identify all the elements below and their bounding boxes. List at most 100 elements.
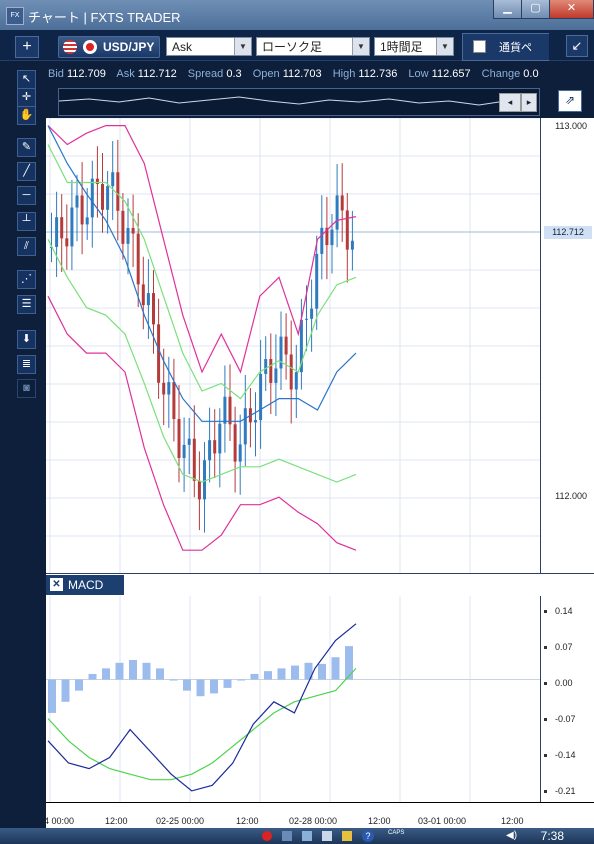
- maximize-button[interactable]: ▢: [521, 0, 550, 19]
- macd-tick-4: -0.07: [555, 714, 576, 724]
- close-icon[interactable]: ✕: [50, 578, 63, 591]
- overview-sparkline: [59, 96, 500, 106]
- macd-histogram-bar: [88, 673, 97, 680]
- vertical-line-icon[interactable]: ┴: [17, 212, 36, 231]
- record-icon[interactable]: [262, 831, 272, 841]
- price-tick-bottom: 112.000: [555, 491, 587, 501]
- candle-body: [157, 324, 161, 383]
- fan-icon[interactable]: ⋰: [17, 270, 36, 289]
- horizontal-line-icon[interactable]: ─: [17, 186, 36, 205]
- macd-histogram-bar: [169, 679, 178, 681]
- candle-body: [335, 195, 339, 230]
- overview-navigator[interactable]: ◂ ▸: [58, 88, 540, 116]
- candle-body: [274, 368, 278, 383]
- ask-label: Ask: [116, 68, 135, 80]
- us-flag-icon: [63, 40, 77, 54]
- candle-body: [85, 217, 89, 225]
- trendline-icon[interactable]: ╱: [17, 162, 36, 181]
- list-icon[interactable]: ≣: [17, 355, 36, 374]
- symbol-selector[interactable]: USD/JPY: [58, 36, 160, 58]
- time-tick: 03-01 00:00: [418, 816, 467, 826]
- candle-body: [345, 210, 349, 250]
- pointer-icon[interactable]: ↖: [17, 70, 36, 89]
- time-tick: 12:00: [368, 816, 391, 826]
- candle-body: [299, 319, 303, 373]
- candle-body: [192, 438, 196, 481]
- collapse-arrow-icon[interactable]: ↙: [566, 35, 588, 57]
- chart-style-dropdown[interactable]: ローソク足 ▼: [256, 37, 370, 56]
- macd-histogram-bar: [196, 679, 205, 697]
- overview-scroll-left-button[interactable]: ◂: [499, 93, 521, 112]
- price-type-dropdown[interactable]: Ask ▼: [166, 37, 252, 56]
- candle-body: [141, 284, 145, 306]
- tray-icon[interactable]: [342, 831, 352, 841]
- price-type-value: Ask: [172, 40, 193, 54]
- macd-line: [47, 623, 357, 792]
- macd-histogram-bar: [331, 657, 340, 680]
- macd-histogram-bar: [237, 679, 245, 681]
- candle-body: [315, 253, 319, 309]
- speaker-icon[interactable]: ◀): [506, 830, 518, 841]
- candle-body: [167, 382, 171, 395]
- change-value: 0.0: [523, 68, 539, 80]
- chart-style-value: ローソク足: [262, 40, 323, 54]
- macd-chart[interactable]: [46, 596, 540, 802]
- candle-body: [75, 195, 79, 208]
- camera-icon[interactable]: ◙: [17, 379, 36, 398]
- currency-strength-toggle[interactable]: 通貨ペ: [462, 33, 549, 61]
- time-tick: 02-25 00:00: [156, 816, 205, 826]
- candle-body: [284, 336, 288, 355]
- timeframe-dropdown[interactable]: 1時間足 ▼: [374, 37, 454, 56]
- window-titlebar: FX チャート | FXTS TRADER ▁ ▢ ✕: [0, 0, 594, 30]
- candle-body: [340, 195, 344, 211]
- crosshair-pointer-icon[interactable]: ✛: [17, 88, 36, 107]
- macd-tick-2: 0.07: [555, 642, 573, 652]
- drawing-toolbar: ↖ ✛ ✋ ✎ ╱ ─ ┴ ⫽ ⋰ ☰ ⬇ ≣ ◙: [0, 62, 48, 844]
- minimize-button[interactable]: ▁: [493, 0, 522, 19]
- checkbox[interactable]: [473, 40, 486, 53]
- candle-body: [254, 420, 257, 423]
- macd-histogram-bar: [318, 663, 326, 680]
- candle-body: [325, 227, 329, 246]
- tick-dot: [544, 718, 547, 721]
- pencil-icon[interactable]: ✎: [17, 138, 36, 157]
- tray-icon[interactable]: [302, 831, 312, 841]
- high-value: 112.736: [358, 68, 398, 80]
- overview-scroll-right-button[interactable]: ▸: [521, 93, 537, 112]
- tick-dot: [544, 682, 547, 685]
- clock: 7:38: [540, 829, 564, 843]
- auto-scroll-icon[interactable]: ⇗: [558, 90, 582, 112]
- ask-value: 112.712: [137, 68, 177, 80]
- macd-histogram-bar: [291, 665, 299, 680]
- channel-icon[interactable]: ⫽: [17, 237, 36, 256]
- moving-average-line: [47, 125, 357, 422]
- tray-icon[interactable]: [282, 831, 292, 841]
- tick-dot: [544, 754, 547, 757]
- hand-icon[interactable]: ✋: [17, 106, 36, 125]
- candle-body: [172, 382, 176, 419]
- candle-body: [131, 227, 135, 234]
- macd-histogram-bar: [264, 671, 272, 680]
- candle-body: [203, 460, 206, 500]
- fibonacci-icon[interactable]: ☰: [17, 295, 36, 314]
- close-button[interactable]: ✕: [549, 0, 594, 19]
- add-chart-button[interactable]: +: [15, 36, 39, 58]
- macd-histogram-bar: [210, 679, 218, 694]
- candle-body: [152, 293, 155, 325]
- price-chart[interactable]: [46, 118, 540, 573]
- bollinger-lower-line: [47, 295, 357, 551]
- macd-tab[interactable]: ✕ MACD: [46, 575, 124, 595]
- candle-body: [136, 233, 140, 285]
- tray-icon[interactable]: [322, 831, 332, 841]
- help-icon[interactable]: ?: [362, 830, 374, 842]
- candle-body: [182, 444, 186, 459]
- tick-dot: [544, 790, 547, 793]
- download-icon[interactable]: ⬇: [17, 330, 36, 349]
- candle-body: [279, 336, 283, 369]
- low-value: 112.657: [431, 68, 471, 80]
- macd-tick-1: 0.14: [555, 606, 573, 616]
- candle-body: [55, 217, 59, 247]
- bollinger-upper-line: [47, 124, 357, 374]
- macd-axis: 0.14 0.07 0.00 -0.07 -0.14 -0.21: [540, 596, 594, 802]
- candle-body: [177, 418, 181, 459]
